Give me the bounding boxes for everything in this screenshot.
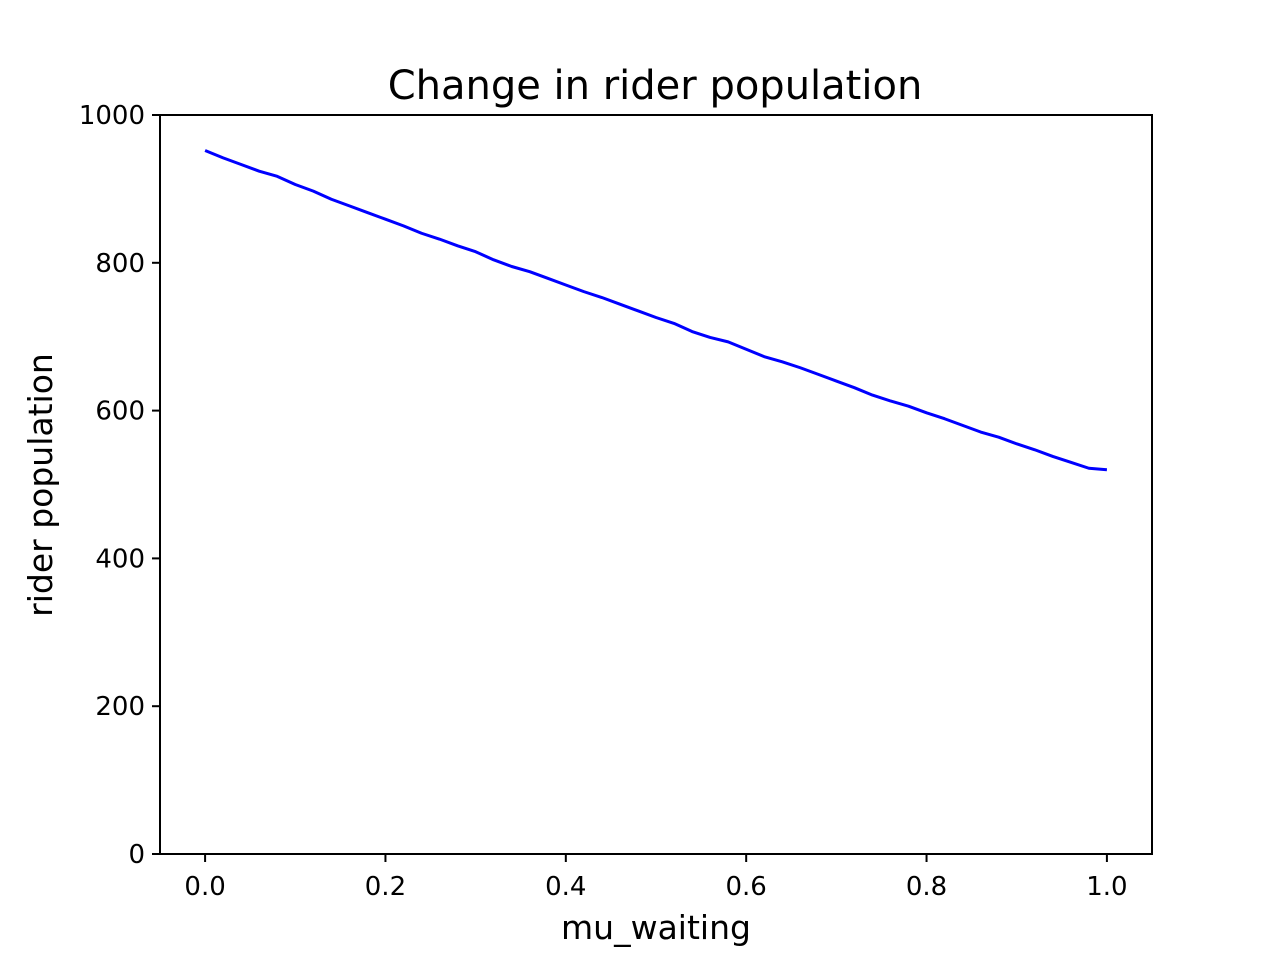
x-tick-label: 0.8 xyxy=(906,872,947,902)
y-tick-label: 600 xyxy=(95,397,145,427)
y-tick-label: 200 xyxy=(95,692,145,722)
x-tick-label: 0.2 xyxy=(365,872,406,902)
x-axis-label: mu_waiting xyxy=(561,908,751,947)
axis-ticks: 0.0 0.2 0.4 0.6 0.8 1.0 0 200 400 600 800 1000 xyxy=(79,101,1128,902)
plot-area xyxy=(204,149,1108,472)
x-tick-label: 0.6 xyxy=(726,872,767,902)
series-line-0 xyxy=(204,149,1108,472)
y-tick-label: 800 xyxy=(95,249,145,279)
y-tick-label: 1000 xyxy=(79,101,145,131)
y-tick-label: 0 xyxy=(128,840,145,870)
chart-title: Change in rider population xyxy=(388,63,923,109)
y-tick-label: 400 xyxy=(95,544,145,574)
x-tick-label: 0.0 xyxy=(184,872,225,902)
y-axis-label: rider population xyxy=(21,353,60,617)
x-tick-label: 0.4 xyxy=(545,872,586,902)
axes-frame xyxy=(159,114,1153,855)
x-tick-label: 1.0 xyxy=(1086,872,1127,902)
